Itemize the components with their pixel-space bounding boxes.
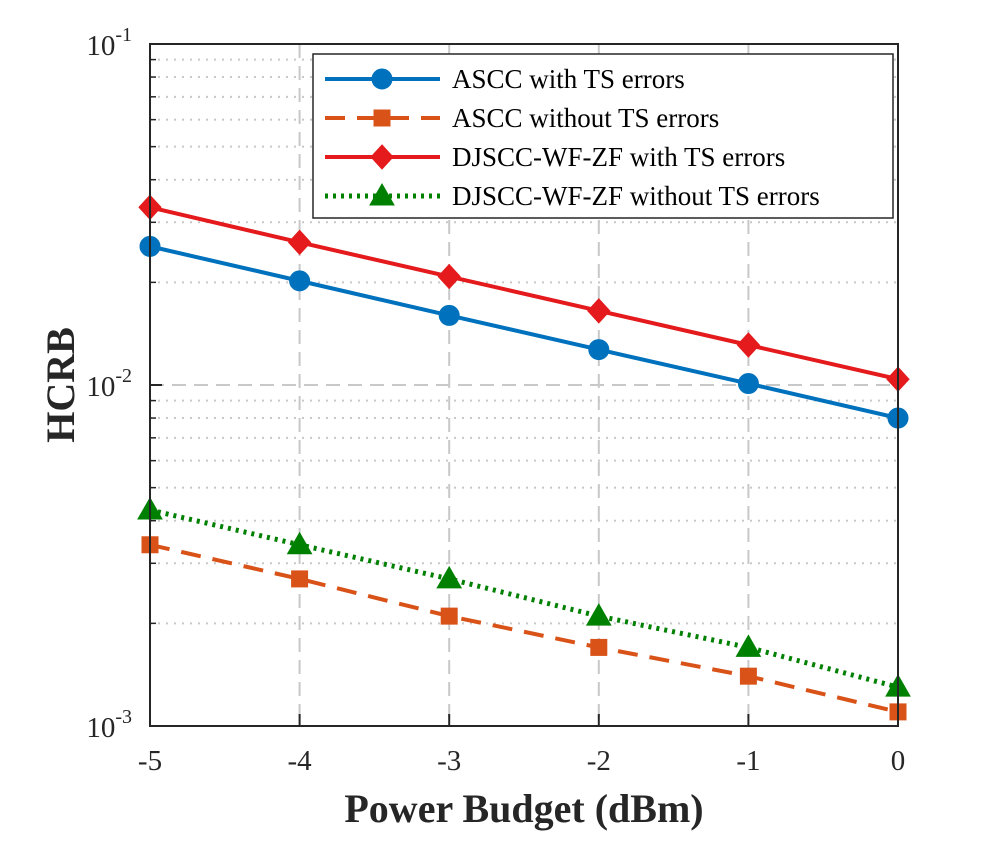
x-tick-label: -2 [587,745,611,777]
data-point [735,634,762,657]
data-point [438,304,460,326]
data-point [737,373,759,395]
data-point [587,298,611,324]
legend-marker [369,182,395,206]
legend-label: DJSCC-WF-ZF without TS errors [452,181,820,211]
y-tick-label: 10-2 [86,365,132,403]
series-1 [139,235,909,429]
series-layer [137,194,911,721]
x-tick-label: -1 [736,745,760,777]
x-tick-label: 0 [891,745,906,777]
x-tick-label: -5 [138,745,162,777]
legend-label: ASCC without TS errors [452,103,719,133]
data-point [440,607,458,625]
x-axis-label: Power Budget (dBm) [344,786,703,831]
legend: ASCC with TS errors ASCC without TS error… [312,53,894,219]
data-point [289,270,311,292]
data-point [286,531,313,555]
tick-labels: -5 -4 -3 -2 -1 0 10-1 10-2 10-3 [86,24,905,777]
data-point [436,565,463,589]
y-tick-label: 10-1 [86,24,132,62]
data-point [437,263,461,290]
legend-label: ASCC with TS errors [452,64,685,94]
series-line [149,205,899,382]
legend-entry-2: ASCC without TS errors [325,103,719,133]
y-tick-label: 10-3 [86,706,132,744]
legend-marker [373,109,391,127]
x-tick-label: -4 [288,745,313,777]
data-point [291,570,309,588]
legend-entry-1: ASCC with TS errors [325,64,685,94]
series-line [149,542,899,714]
legend-marker [371,68,393,90]
data-point [736,332,761,358]
legend-entry-4: DJSCC-WF-ZF without TS errors [325,181,820,211]
series-line [149,507,899,690]
y-axis-label: HCRB [38,327,83,443]
ticks [149,43,899,727]
data-point [585,603,612,626]
data-point [287,229,312,256]
data-point [739,667,757,685]
legend-marker [370,144,394,170]
data-point [590,638,608,656]
legend-entry-3: DJSCC-WF-ZF with TS errors [325,142,785,172]
series-line [149,244,899,420]
x-tick-label: -3 [437,745,461,777]
legend-label: DJSCC-WF-ZF with TS errors [452,142,785,172]
data-point [588,339,610,361]
legend-box [312,53,894,219]
